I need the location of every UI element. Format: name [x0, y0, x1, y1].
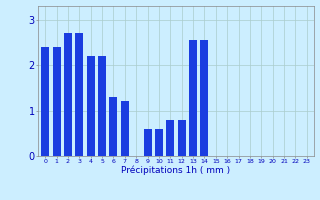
Bar [166, 120, 174, 156]
Bar [87, 56, 95, 156]
Bar [200, 40, 208, 156]
Bar [64, 33, 72, 156]
Bar [144, 129, 152, 156]
Bar [98, 56, 106, 156]
Bar [109, 97, 117, 156]
Bar [178, 120, 186, 156]
X-axis label: Précipitations 1h ( mm ): Précipitations 1h ( mm ) [121, 166, 231, 175]
Bar [41, 47, 49, 156]
Bar [52, 47, 60, 156]
Bar [189, 40, 197, 156]
Bar [75, 33, 83, 156]
Bar [155, 129, 163, 156]
Bar [121, 101, 129, 156]
